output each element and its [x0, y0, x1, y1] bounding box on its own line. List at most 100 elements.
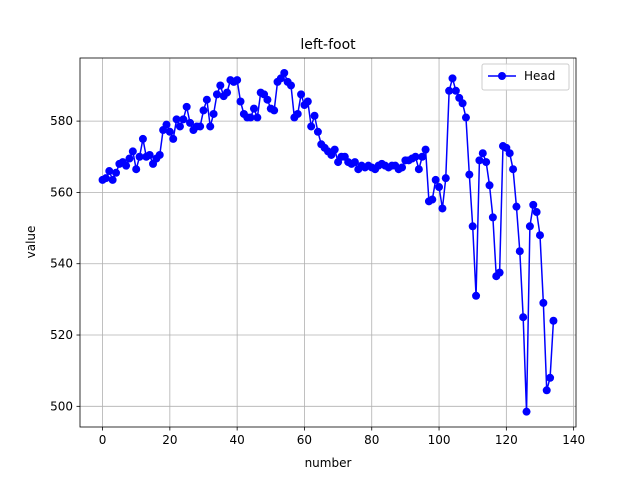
data-point [145, 150, 154, 159]
data-point [505, 149, 514, 158]
data-point [206, 122, 215, 131]
data-point [411, 152, 420, 161]
data-point [310, 111, 319, 120]
data-point [532, 208, 541, 217]
x-tick-label: 60 [297, 433, 312, 447]
data-point [525, 222, 534, 231]
data-point [105, 167, 114, 176]
x-tick-label: 120 [495, 433, 518, 447]
data-point [478, 149, 487, 158]
data-point [162, 120, 171, 129]
data-point [293, 109, 302, 118]
x-tick-label: 140 [562, 433, 585, 447]
data-point [172, 115, 181, 124]
plot-area [80, 58, 576, 427]
data-point [445, 86, 454, 95]
x-tick-label: 100 [428, 433, 451, 447]
data-point [398, 163, 407, 172]
data-point [475, 156, 484, 165]
data-point [495, 268, 504, 277]
data-point [132, 165, 141, 174]
data-point [307, 122, 316, 131]
data-point [465, 170, 474, 179]
data-point [135, 152, 144, 161]
axes-frame [79, 57, 577, 428]
data-point [458, 99, 467, 108]
data-point [519, 313, 528, 322]
data-point [249, 104, 258, 113]
data-point [223, 88, 232, 97]
legend-marker-sample [498, 72, 506, 80]
data-point [539, 298, 548, 307]
data-point [212, 90, 221, 99]
data-point [182, 102, 191, 111]
data-point [202, 95, 211, 104]
data-point [451, 86, 460, 95]
data-point [549, 316, 558, 325]
y-tick-label: 520 [50, 328, 73, 342]
data-point [509, 165, 518, 174]
data-point [175, 122, 184, 131]
data-point [236, 97, 245, 106]
data-point [542, 386, 551, 395]
data-point [512, 202, 521, 211]
series-layer [98, 68, 558, 416]
data-point [418, 152, 427, 161]
data-point [350, 158, 359, 167]
data-point [421, 145, 430, 154]
data-point [482, 158, 491, 167]
data-point [485, 181, 494, 190]
data-point [263, 95, 272, 104]
data-point [128, 147, 137, 156]
y-tick-label: 500 [50, 399, 73, 413]
data-point [472, 291, 481, 300]
x-axis-label: number [305, 456, 352, 470]
data-point [101, 174, 110, 183]
legend: Head [481, 63, 570, 91]
data-point [428, 195, 437, 204]
x-tick-label: 20 [162, 433, 177, 447]
data-point [125, 154, 134, 163]
data-point [535, 231, 544, 240]
data-point [468, 222, 477, 231]
y-tick-label: 540 [50, 257, 73, 271]
x-axis: 0 20 40 60 80 100 120 140 [99, 427, 585, 447]
data-point [108, 175, 117, 184]
data-point [253, 113, 262, 122]
data-point [112, 168, 121, 177]
data-point [414, 165, 423, 174]
legend-label: Head [524, 69, 555, 83]
data-point [199, 106, 208, 115]
data-point [488, 213, 497, 222]
data-point [515, 247, 524, 256]
data-point [448, 74, 457, 83]
y-tick-label: 580 [50, 114, 73, 128]
data-point [169, 134, 178, 143]
data-point [216, 81, 225, 90]
data-point [280, 68, 289, 77]
x-tick-label: 80 [364, 433, 379, 447]
data-point [246, 113, 255, 122]
y-axis-label: value [24, 226, 38, 259]
data-point [438, 204, 447, 213]
chart-title: left-foot [300, 37, 356, 53]
data-point [138, 134, 147, 143]
data-point [529, 200, 538, 209]
data-point [431, 175, 440, 184]
y-tick-label: 560 [50, 185, 73, 199]
data-point [297, 90, 306, 99]
data-point [270, 106, 279, 115]
data-point [179, 115, 188, 124]
data-point [441, 174, 450, 183]
data-point [122, 161, 131, 170]
data-point [330, 145, 339, 154]
data-point [286, 81, 295, 90]
data-point [165, 127, 174, 136]
legend-box [481, 63, 570, 91]
data-point [186, 118, 195, 127]
data-point [522, 407, 531, 416]
x-tick-label: 0 [99, 433, 107, 447]
data-point [461, 113, 470, 122]
x-tick-label: 40 [230, 433, 245, 447]
